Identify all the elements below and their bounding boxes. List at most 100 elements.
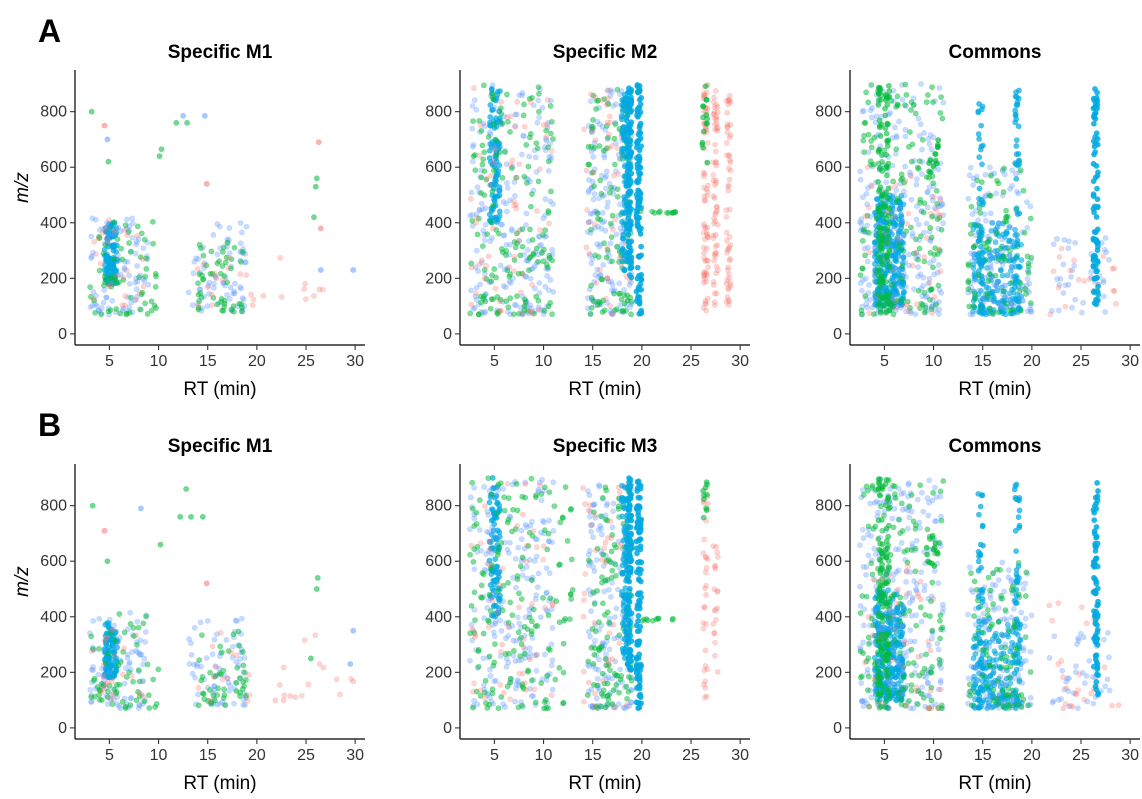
- data-point: [909, 262, 916, 269]
- data-point: [1057, 275, 1064, 282]
- data-point: [527, 130, 534, 137]
- data-point: [472, 617, 478, 623]
- data-point: [713, 204, 720, 210]
- data-point: [637, 522, 644, 529]
- data-point: [865, 204, 872, 211]
- data-point: [899, 253, 905, 260]
- data-point: [1014, 278, 1020, 285]
- data-point: [212, 274, 219, 281]
- data-point: [519, 271, 526, 278]
- data-point: [624, 512, 631, 519]
- data-point: [486, 147, 493, 154]
- data-point: [611, 290, 617, 297]
- data-point: [536, 114, 543, 121]
- data-point: [469, 103, 476, 109]
- data-point: [712, 182, 718, 188]
- data-point: [703, 505, 709, 512]
- data-point: [316, 286, 323, 293]
- data-point: [471, 515, 478, 522]
- data-point: [222, 259, 229, 266]
- data-point: [978, 122, 985, 129]
- data-point: [211, 270, 218, 277]
- data-point: [987, 264, 994, 270]
- data-point: [469, 479, 476, 486]
- data-point: [491, 145, 498, 152]
- data-point: [485, 624, 492, 630]
- data-point: [726, 97, 733, 103]
- x-tick-label: 15: [199, 353, 217, 370]
- data-point: [503, 179, 510, 186]
- y-tick-label: 0: [833, 326, 842, 343]
- data-point: [521, 101, 527, 108]
- data-point: [88, 293, 94, 300]
- data-point: [712, 639, 718, 646]
- data-point: [98, 697, 105, 703]
- data-point: [880, 261, 886, 268]
- data-point: [914, 176, 920, 182]
- data-point: [127, 248, 134, 255]
- data-point: [995, 180, 1002, 187]
- data-point: [540, 595, 546, 601]
- data-point: [915, 221, 922, 228]
- data-point: [495, 171, 501, 178]
- data-point: [926, 141, 933, 147]
- data-point: [1012, 107, 1019, 114]
- data-point: [520, 636, 527, 643]
- data-point: [481, 695, 488, 701]
- data-point: [133, 238, 140, 245]
- data-point: [233, 679, 240, 686]
- x-tick-label: 30: [731, 747, 749, 764]
- data-point: [585, 219, 592, 226]
- data-point: [876, 224, 882, 231]
- data-point: [523, 141, 530, 148]
- data-point: [560, 640, 567, 647]
- data-point: [969, 211, 976, 218]
- data-point: [584, 206, 590, 213]
- data-point: [723, 213, 730, 220]
- data-point: [724, 109, 731, 116]
- data-point: [635, 131, 642, 138]
- data-point: [547, 647, 553, 653]
- data-point: [713, 162, 720, 169]
- data-point: [509, 612, 516, 619]
- data-point: [618, 113, 625, 120]
- data-point: [532, 154, 539, 161]
- data-point: [585, 557, 592, 564]
- data-point: [550, 201, 556, 207]
- data-point: [158, 146, 165, 153]
- data-point: [497, 307, 504, 314]
- data-point: [203, 580, 210, 587]
- data-point: [711, 220, 717, 227]
- data-point: [588, 304, 595, 311]
- data-point: [502, 149, 508, 155]
- data-point: [280, 664, 287, 671]
- data-point: [228, 256, 235, 262]
- data-point: [124, 267, 130, 274]
- data-point: [599, 670, 606, 677]
- data-point: [226, 255, 232, 261]
- data-point: [972, 242, 979, 249]
- data-point: [487, 181, 494, 188]
- data-point: [509, 157, 516, 164]
- data-point: [117, 310, 124, 317]
- data-point: [543, 565, 550, 571]
- data-point: [479, 161, 486, 168]
- data-point: [479, 243, 486, 249]
- data-point: [725, 246, 731, 253]
- data-point: [604, 274, 611, 281]
- data-point: [1091, 120, 1097, 127]
- data-point: [485, 253, 492, 260]
- x-tick-label: 15: [584, 747, 602, 764]
- data-point: [620, 607, 627, 614]
- data-point: [239, 649, 246, 655]
- data-point: [136, 290, 143, 297]
- data-point: [860, 276, 866, 283]
- data-point: [91, 238, 97, 245]
- data-point: [712, 218, 719, 224]
- data-point: [1093, 214, 1100, 220]
- data-point: [92, 309, 98, 316]
- data-point: [545, 612, 552, 619]
- data-point: [543, 127, 549, 134]
- y-tick-label: 0: [443, 326, 452, 343]
- data-point: [246, 692, 253, 698]
